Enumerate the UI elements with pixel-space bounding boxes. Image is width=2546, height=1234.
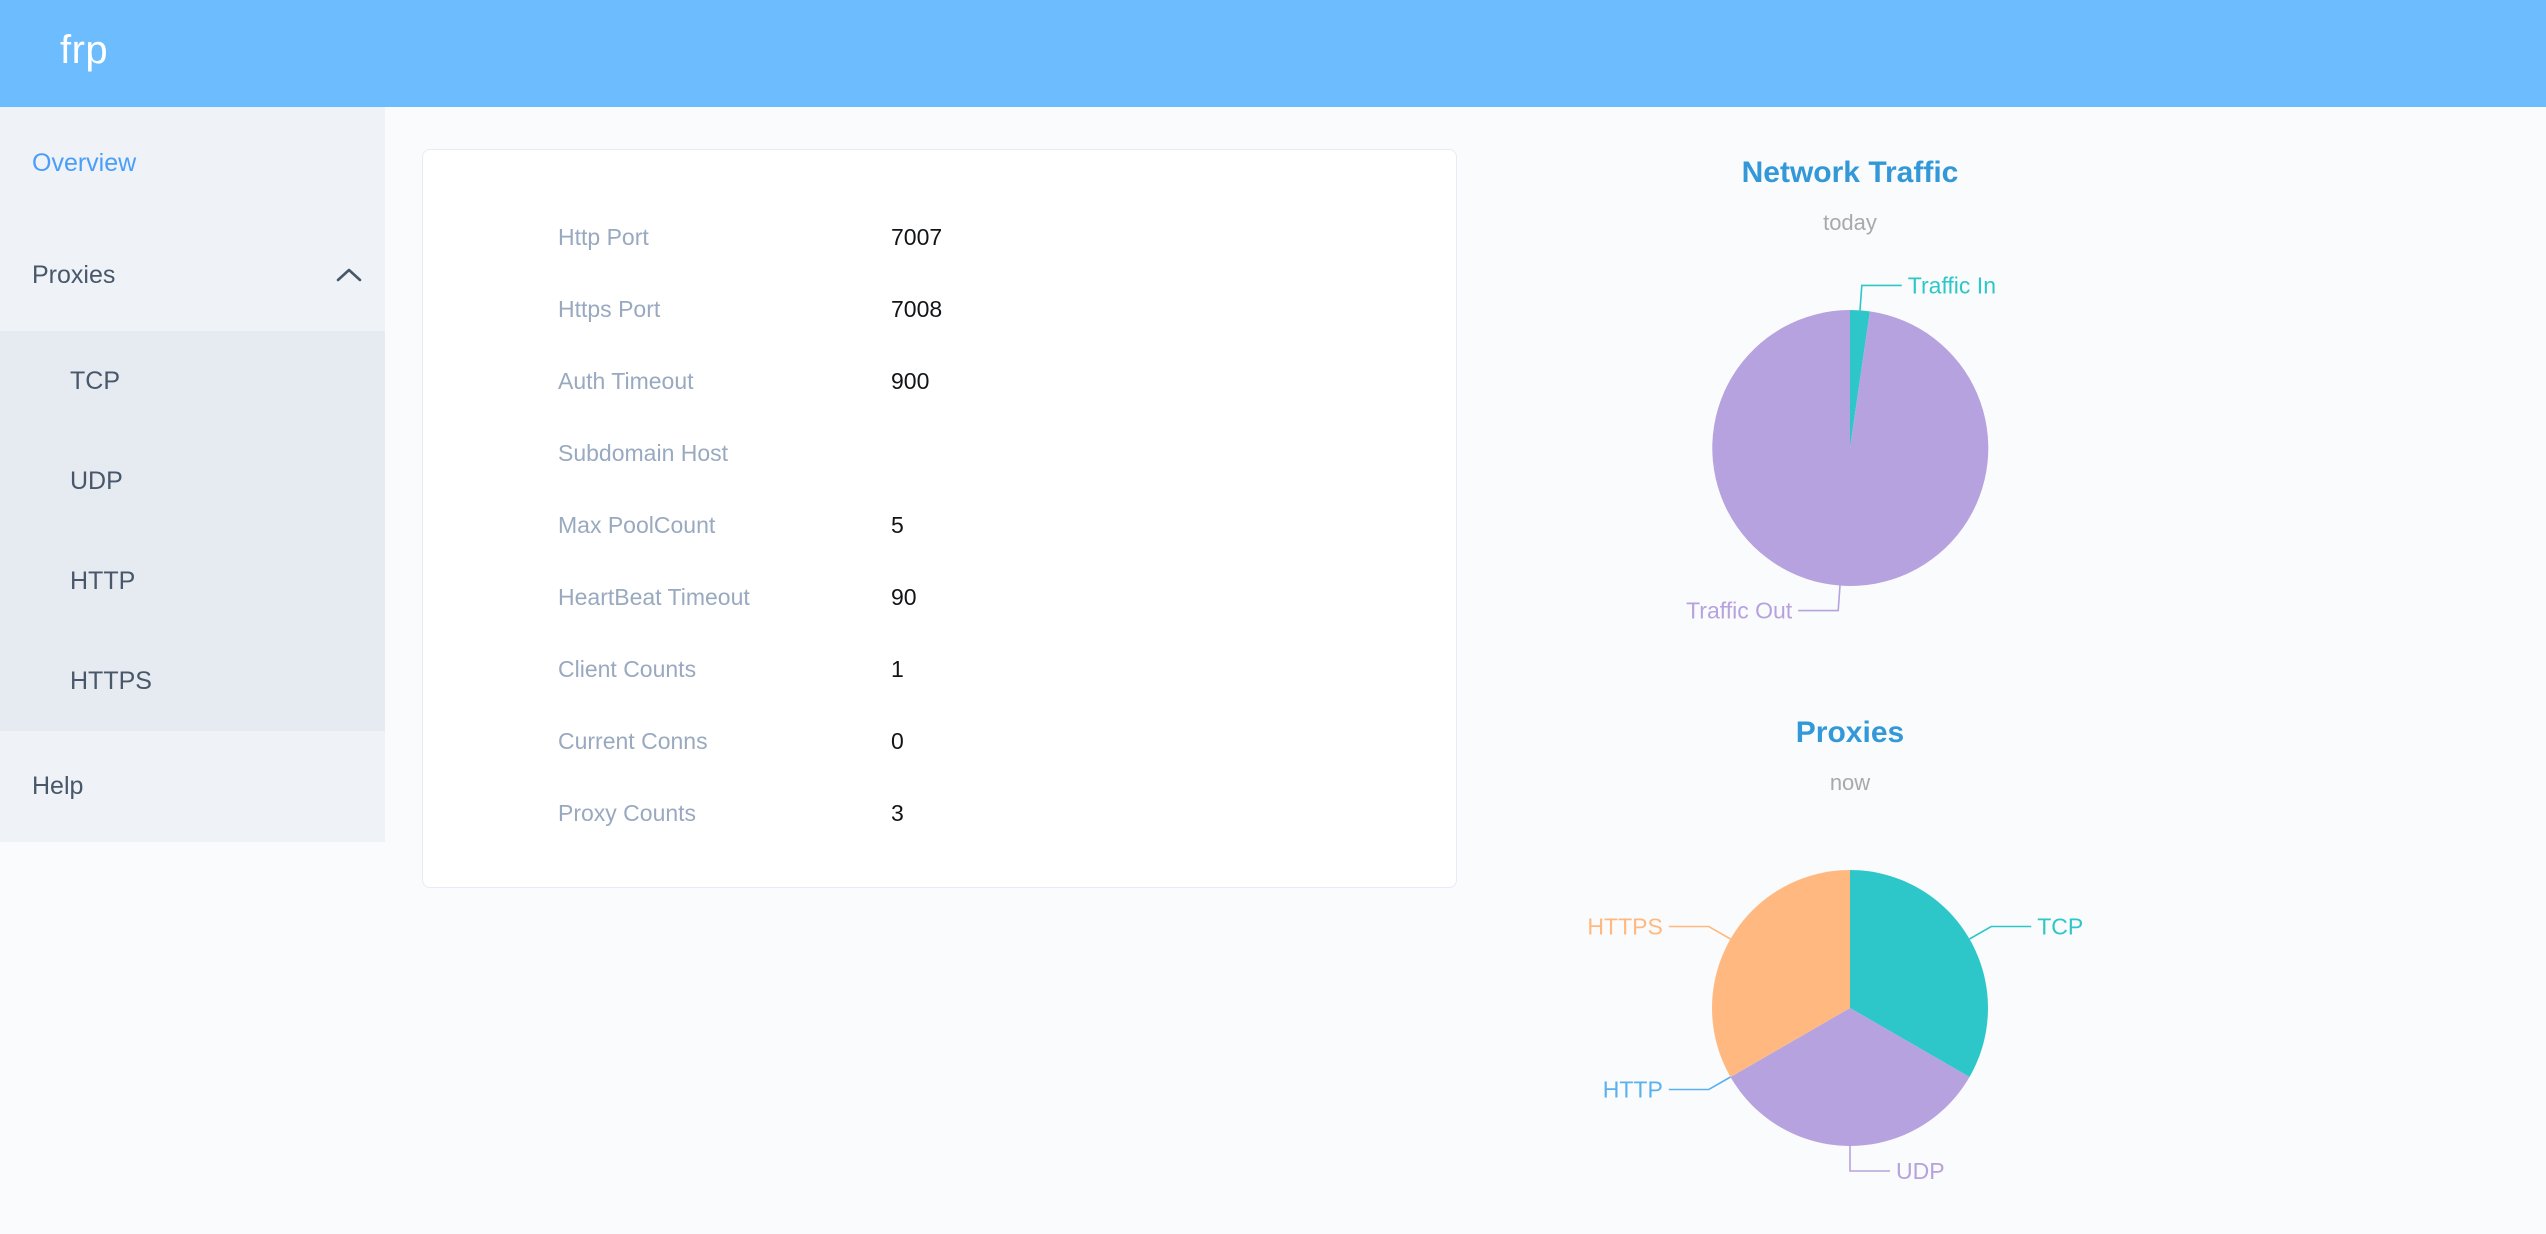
server-info-row: Auth Timeout 900 bbox=[423, 345, 1456, 417]
sidebar-item-tcp[interactable]: TCP bbox=[0, 331, 385, 431]
server-info-row: Http Port 7007 bbox=[423, 201, 1456, 273]
info-label: Current Conns bbox=[558, 727, 708, 754]
info-value: 1 bbox=[891, 655, 904, 682]
pie-label-tcp: TCP bbox=[2037, 914, 2083, 940]
info-label: HeartBeat Timeout bbox=[558, 583, 750, 610]
chevron-up-icon bbox=[336, 268, 362, 282]
sidebar-item-overview[interactable]: Overview bbox=[0, 107, 385, 219]
server-info-row: Client Counts 1 bbox=[423, 633, 1456, 705]
server-info-row: Max PoolCount 5 bbox=[423, 489, 1456, 561]
proxies-chart-title: Proxies bbox=[1795, 716, 1905, 749]
info-label: Http Port bbox=[558, 223, 649, 250]
server-info-row: Https Port 7008 bbox=[423, 273, 1456, 345]
pie-slice-traffic-out[interactable] bbox=[1712, 310, 1989, 586]
sidebar-item-proxies-label: Proxies bbox=[32, 260, 116, 289]
pie-label-line-http bbox=[1668, 1076, 1731, 1091]
network-traffic-chart: Network Traffic today Traffic In Traffic … bbox=[1500, 140, 2200, 660]
info-value: 90 bbox=[891, 583, 917, 610]
info-label: Auth Timeout bbox=[558, 367, 694, 394]
pie-slice-https[interactable] bbox=[1712, 870, 1850, 1077]
server-info-card: Http Port 7007 Https Port 7008 Auth Timeou… bbox=[422, 149, 1457, 888]
proxies-chart: Proxies now TCP UDP HTTP HTTPS bbox=[1500, 700, 2200, 1234]
info-value: 3 bbox=[891, 799, 904, 826]
pie-label-traffic-out: Traffic Out bbox=[1686, 598, 1793, 624]
sidebar-item-help[interactable]: Help bbox=[0, 731, 385, 842]
proxies-pie-canvas: TCP UDP HTTP HTTPS bbox=[1587, 870, 2083, 1184]
sidebar-item-udp[interactable]: UDP bbox=[0, 431, 385, 531]
pie-slice-traffic-in[interactable] bbox=[1850, 309, 1870, 448]
info-label: Proxy Counts bbox=[558, 799, 697, 826]
sidebar-item-https-label: HTTPS bbox=[70, 666, 152, 695]
proxies-chart-subtitle: now bbox=[1829, 770, 1871, 795]
info-value: 5 bbox=[891, 511, 904, 538]
sidebar-item-overview-label: Overview bbox=[32, 148, 137, 177]
network-traffic-chart-subtitle: today bbox=[1823, 210, 1877, 235]
pie-label-traffic-in: Traffic In bbox=[1908, 272, 1996, 298]
info-label: Client Counts bbox=[558, 655, 697, 682]
pie-slice-tcp[interactable] bbox=[1850, 870, 1988, 1077]
info-value: 0 bbox=[891, 727, 904, 754]
info-label: Https Port bbox=[558, 295, 661, 322]
network-traffic-pie-canvas: Traffic In Traffic Out bbox=[1686, 272, 1996, 624]
sidebar-item-http[interactable]: HTTP bbox=[0, 531, 385, 631]
app-logo: frp bbox=[60, 28, 109, 72]
sidebar-item-tcp-label: TCP bbox=[70, 366, 120, 395]
pie-label-https: HTTPS bbox=[1587, 914, 1662, 940]
pie-slice-udp[interactable] bbox=[1730, 1008, 1970, 1146]
pie-label-line-tcp bbox=[1969, 925, 2032, 940]
network-traffic-chart-title: Network Traffic bbox=[1741, 156, 1959, 189]
info-label: Subdomain Host bbox=[558, 439, 729, 466]
pie-label-line-traffic-in bbox=[1859, 284, 1902, 311]
info-value: 7008 bbox=[891, 295, 943, 322]
info-value: 900 bbox=[891, 367, 930, 394]
info-value: 7007 bbox=[891, 223, 943, 250]
app-header: frp bbox=[0, 0, 2546, 107]
pie-label-line-udp bbox=[1849, 1146, 1890, 1172]
pie-label-udp: UDP bbox=[1896, 1158, 1945, 1184]
sidebar-item-help-label: Help bbox=[32, 772, 84, 800]
pie-label-line-traffic-out bbox=[1798, 585, 1841, 612]
sidebar-item-https[interactable]: HTTPS bbox=[0, 631, 385, 731]
pie-label-line-https bbox=[1668, 925, 1731, 940]
sidebar-item-http-label: HTTP bbox=[70, 566, 136, 595]
sidebar-submenu-proxies: TCP UDP HTTP HTTPS bbox=[0, 331, 385, 731]
sidebar-item-proxies[interactable]: Proxies bbox=[0, 219, 385, 331]
sidebar-item-udp-label: UDP bbox=[70, 466, 123, 495]
server-info-row: HeartBeat Timeout 90 bbox=[423, 561, 1456, 633]
server-info-row: Proxy Counts 3 bbox=[423, 777, 1456, 849]
server-info-row: Current Conns 0 bbox=[423, 705, 1456, 777]
pie-label-http: HTTP bbox=[1603, 1077, 1663, 1103]
info-label: Max PoolCount bbox=[558, 511, 716, 538]
server-info-row: Subdomain Host bbox=[423, 417, 1456, 489]
sidebar: Overview Proxies TCP UDP HTTP HTTPS Help bbox=[0, 107, 385, 842]
